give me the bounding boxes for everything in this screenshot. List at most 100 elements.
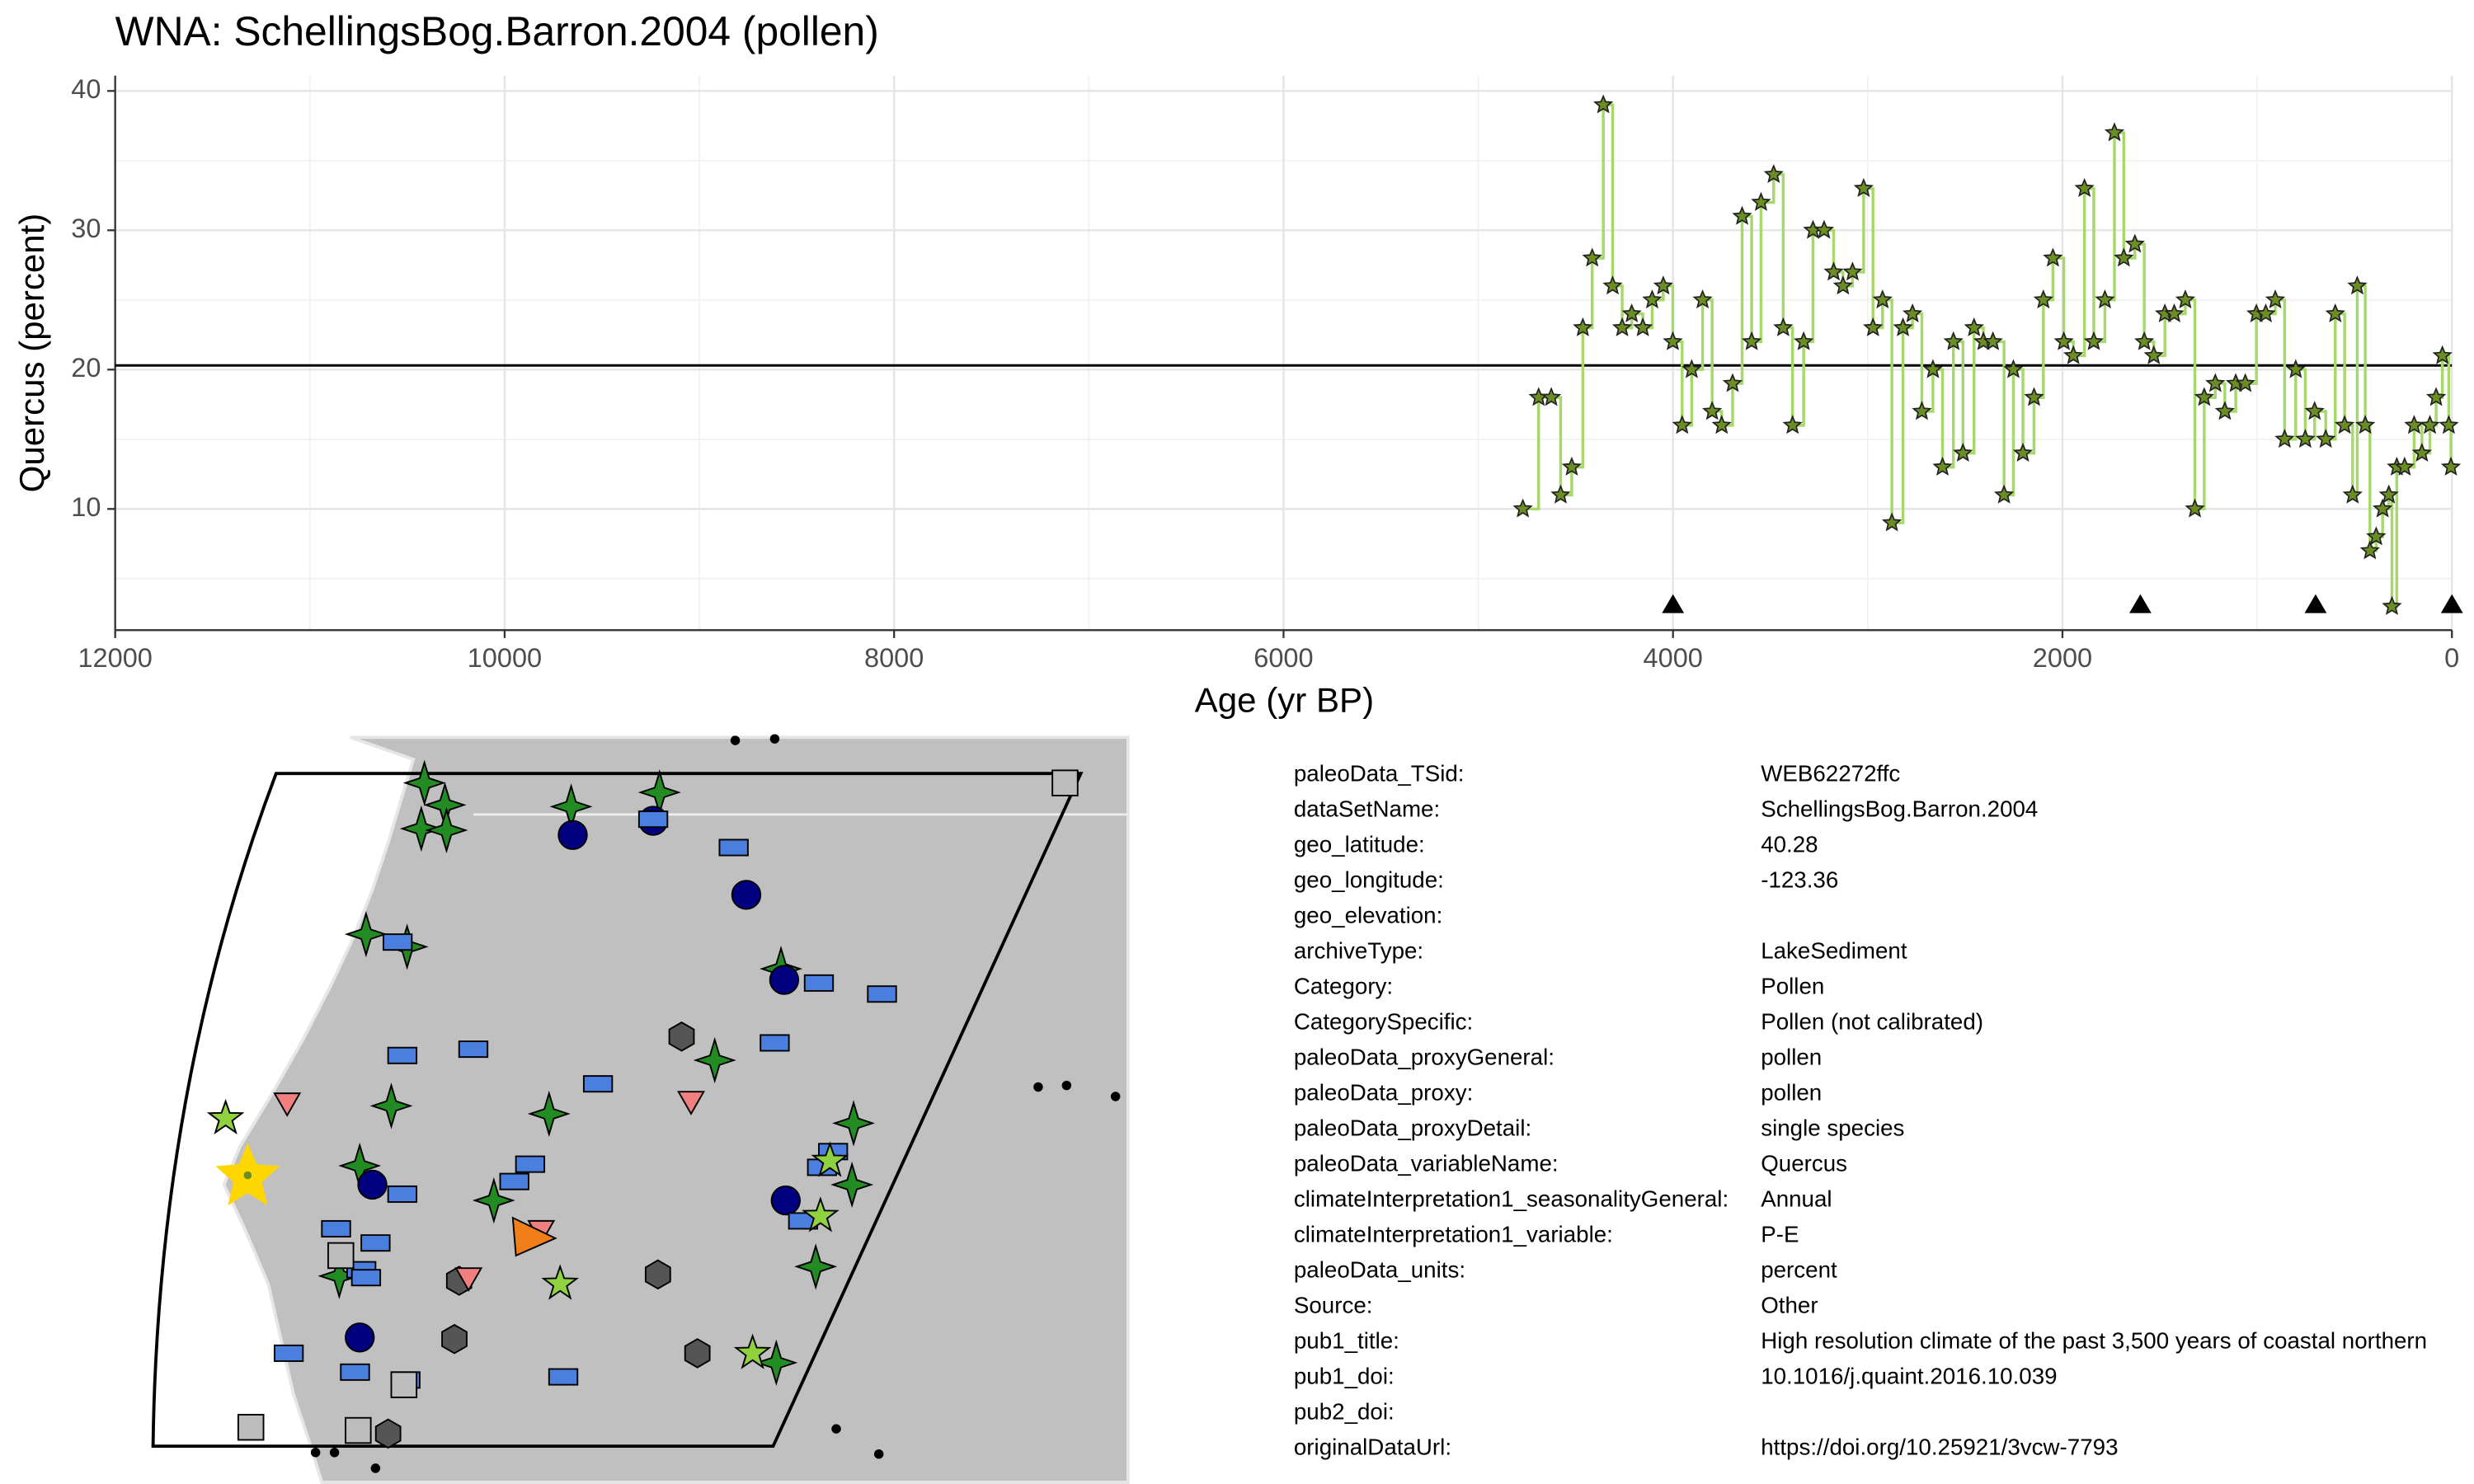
meta-key: geo_latitude: (1294, 831, 1425, 857)
data-point (1903, 303, 1923, 323)
meta-value: WEB62272ffc (1761, 760, 1900, 786)
meta-key: paleoData_proxyDetail: (1294, 1115, 1531, 1140)
meta-key: dataSetName: (1294, 796, 1440, 821)
data-point (2235, 373, 2255, 392)
meta-value: percent (1761, 1256, 1837, 1282)
data-point (2164, 303, 2185, 323)
data-point (2325, 303, 2345, 323)
meta-value: pollen (1761, 1079, 1822, 1105)
data-point (2354, 415, 2376, 434)
meta-value: 10.1016/j.quaint.2016.10.039 (1761, 1363, 2057, 1388)
meta-value: 40.28 (1761, 831, 1818, 857)
data-point (2083, 331, 2105, 350)
y-tick-label: 20 (71, 353, 101, 383)
chart-title: WNA: SchellingsBog.Barron.2004 (pollen) (115, 8, 879, 54)
data-point (2143, 345, 2164, 364)
data-point (2347, 275, 2368, 295)
data-point (2373, 498, 2393, 518)
site-markers (208, 734, 1121, 1473)
data-point (1964, 317, 1984, 336)
data-point (1993, 484, 2015, 504)
data-point (1540, 387, 1562, 406)
meta-value: Pollen (1761, 973, 1824, 998)
data-point (2334, 415, 2355, 434)
x-tick-label: 0 (2444, 643, 2459, 673)
y-axis-label: Quercus (percent) (12, 214, 51, 493)
x-tick-label: 12000 (78, 643, 152, 673)
data-point (1932, 456, 1953, 476)
data-point (1832, 275, 1853, 295)
x-axis-label: Age (yr BP) (1195, 680, 1374, 719)
chron-marker (2129, 594, 2152, 613)
data-point (1512, 498, 1533, 518)
meta-key: pub2_doi: (1294, 1398, 1395, 1424)
data-point (2411, 442, 2432, 463)
data-point (1702, 401, 1723, 420)
data-point (1611, 317, 1633, 336)
data-point (1672, 415, 1692, 434)
data-point (1582, 247, 1602, 267)
data-point (1853, 177, 1874, 197)
map-region (151, 772, 1084, 1449)
data-point (2425, 387, 2447, 406)
data-point (2255, 303, 2276, 323)
data-point (2366, 526, 2387, 546)
data-point (2074, 177, 2095, 197)
map (151, 734, 1130, 1484)
data-point (2295, 429, 2316, 448)
meta-key: pub1_title: (1294, 1327, 1399, 1353)
data-point (1593, 94, 1614, 114)
meta-key: geo_longitude: (1294, 866, 1444, 892)
data-point (2095, 289, 2115, 309)
metadata-table: paleoData_TSid: WEB62272ffc dataSetName: Sc… (1294, 760, 2427, 1459)
meta-key: paleoData_TSid: (1294, 760, 1465, 786)
data-point (2003, 359, 2024, 378)
data-point (2394, 456, 2415, 476)
meta-value: Annual (1761, 1186, 1832, 1211)
data-point (1863, 317, 1884, 336)
meta-key: CategorySpecific: (1294, 1008, 1473, 1034)
meta-value: Other (1761, 1292, 1818, 1317)
data-point (2382, 595, 2402, 615)
data-point (1842, 261, 1863, 281)
data-point (1632, 317, 1653, 336)
data-point (1773, 317, 1794, 336)
chron-marker (2440, 594, 2463, 613)
meta-key: geo_elevation: (1294, 902, 1442, 928)
data-point (2378, 484, 2399, 504)
data-point (1794, 331, 1814, 350)
data-point (2205, 373, 2226, 392)
data-point (1642, 289, 1663, 309)
data-point (1741, 331, 1762, 350)
y-tick-label: 40 (71, 74, 101, 104)
data-point (2432, 345, 2453, 364)
data-point (1881, 512, 1903, 532)
data-point (2359, 540, 2380, 560)
data-point (2175, 289, 2196, 309)
meta-key: Category: (1294, 973, 1393, 998)
data-point (2440, 456, 2462, 476)
data-point (1763, 163, 1784, 184)
data-point (2285, 359, 2306, 378)
data-point (2104, 122, 2125, 142)
data-point (1561, 456, 1583, 476)
chron-marker (2304, 594, 2327, 613)
meta-key: paleoData_units: (1294, 1256, 1465, 1282)
x-tick-label: 6000 (1253, 643, 1313, 673)
meta-value: LakeSediment (1761, 937, 1907, 963)
data-point (1912, 401, 1932, 420)
data-point (2274, 429, 2295, 448)
plot-area: 12000 10000 8000 6000 4000 2000 0 10 20 30 40 (71, 74, 2463, 673)
meta-key: originalDataUrl: (1294, 1434, 1451, 1459)
data-point (1953, 442, 1973, 463)
data-point (1711, 415, 1732, 434)
data-point (2194, 387, 2214, 406)
meta-value: single species (1761, 1115, 1904, 1140)
data-point (1681, 359, 1702, 378)
data-point (1692, 289, 1713, 309)
data-point (1732, 205, 1752, 225)
x-tick-label: 8000 (864, 643, 924, 673)
meta-key: climateInterpretation1_seasonalityGenera… (1294, 1186, 1729, 1211)
data-point (2033, 289, 2053, 309)
